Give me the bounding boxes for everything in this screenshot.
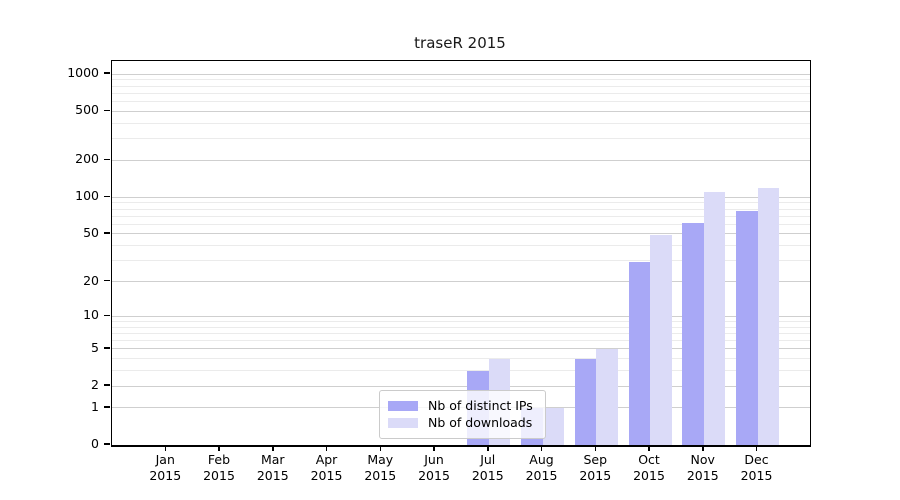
y-tick-label: 100 (75, 188, 99, 204)
x-tick-label-jan: Jan 2015 (149, 452, 182, 483)
gridline-100 (112, 196, 810, 198)
gridline-500 (112, 110, 810, 112)
legend-swatch-downloads (388, 417, 418, 428)
y-tick (104, 109, 110, 112)
gridline-5 (112, 348, 810, 350)
x-tick (164, 446, 166, 451)
x-tick-label-aug: Aug 2015 (525, 452, 558, 483)
plot-area: Nb of distinct IPs Nb of downloads (111, 60, 811, 447)
bar-dec-downloads (757, 188, 779, 445)
x-tick (325, 446, 328, 451)
gridline-70 (112, 215, 810, 217)
chart-title: traseR 2015 (414, 34, 506, 52)
y-tick (104, 195, 110, 198)
y-tick-label: 50 (83, 224, 99, 240)
gridline-40 (112, 245, 810, 247)
legend: Nb of distinct IPs Nb of downloads (379, 390, 546, 439)
gridline-9 (112, 320, 810, 322)
gridline-600 (112, 101, 810, 103)
y-tick (104, 72, 110, 74)
bar-sep-downloads (596, 348, 618, 445)
x-tick-label-may: May 2015 (364, 452, 397, 483)
x-tick (648, 446, 650, 451)
gridline-90 (112, 202, 810, 204)
gridline-200 (112, 159, 810, 161)
y-tick-label: 10 (83, 307, 99, 323)
bar-nov-distinct-ips (682, 223, 704, 445)
y-tick-label: 500 (75, 102, 99, 118)
x-tick-label-sep: Sep 2015 (579, 452, 612, 483)
bar-nov-downloads (703, 192, 726, 445)
y-tick (104, 314, 110, 317)
x-tick-label-dec: Dec 2015 (740, 452, 773, 483)
bar-oct-distinct-ips (628, 262, 650, 445)
gridline-300 (112, 138, 810, 140)
x-tick-label-feb: Feb 2015 (203, 452, 235, 483)
x-tick-label-jul: Jul 2015 (471, 452, 504, 483)
gridline-6 (112, 340, 810, 342)
y-tick (104, 406, 110, 408)
legend-item-downloads: Nb of downloads (388, 414, 537, 431)
legend-item-distinct-ips: Nb of distinct IPs (388, 397, 537, 414)
x-tick (272, 446, 274, 451)
gridline-900 (112, 79, 810, 81)
y-tick-label: 1000 (67, 65, 99, 81)
x-tick (487, 446, 489, 451)
bar-oct-downloads (650, 235, 672, 445)
gridline-2 (112, 385, 810, 387)
y-tick-label: 5 (91, 339, 99, 355)
x-tick (755, 446, 758, 451)
gridline-30 (112, 260, 810, 262)
y-tick (104, 384, 110, 386)
legend-label: Nb of distinct IPs (428, 398, 533, 413)
x-tick-label-nov: Nov 2015 (686, 452, 719, 483)
gridline-10 (112, 315, 810, 317)
x-tick-label-apr: Apr 2015 (310, 452, 343, 483)
x-tick (702, 446, 704, 451)
y-tick (104, 158, 110, 161)
gridline-8 (112, 326, 810, 328)
y-tick (104, 232, 110, 234)
gridline-1000 (112, 73, 810, 75)
y-tick-label: 1 (91, 398, 99, 414)
x-tick (218, 446, 220, 451)
legend-swatch-distinct-ips (388, 400, 418, 411)
bar-aug-downloads (542, 407, 564, 445)
x-tick (594, 446, 596, 451)
y-tick (104, 347, 110, 349)
x-tick (379, 446, 381, 451)
gridline-3 (112, 370, 810, 372)
gridline-20 (112, 281, 810, 283)
y-tick-label: 2 (91, 377, 99, 393)
x-tick (433, 446, 435, 451)
x-tick-label-mar: Mar 2015 (256, 452, 289, 483)
y-tick-label: 20 (83, 272, 99, 288)
x-tick-label-oct: Oct 2015 (633, 452, 665, 483)
gridline-700 (112, 92, 810, 94)
y-tick (104, 443, 110, 445)
y-tick-label: 0 (91, 436, 99, 451)
x-tick-label-jun: Jun 2015 (418, 452, 450, 483)
gridline-60 (112, 223, 810, 225)
gridline-4 (112, 358, 810, 360)
y-tick (104, 279, 110, 282)
gridline-7 (112, 332, 810, 334)
gridline-400 (112, 122, 810, 124)
y-tick-label: 200 (75, 151, 99, 167)
bar-dec-distinct-ips (736, 211, 758, 445)
legend-label: Nb of downloads (428, 415, 533, 430)
gridline-80 (112, 208, 810, 210)
x-tick (540, 446, 543, 451)
gridline-50 (112, 233, 810, 235)
bar-sep-distinct-ips (574, 358, 597, 445)
gridline-800 (112, 85, 810, 87)
